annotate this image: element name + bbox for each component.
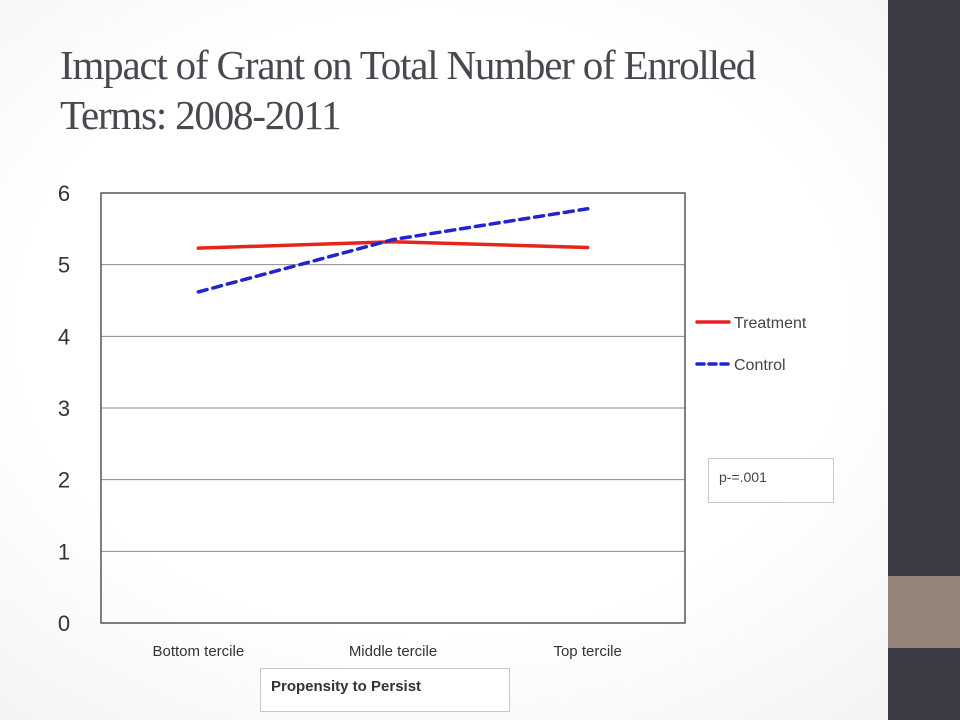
y-tick-label: 6 [58,181,70,206]
y-tick-label: 0 [58,611,70,636]
x-tick-label: Bottom tercile [152,643,244,660]
x-tick-label: Middle tercile [349,643,437,660]
y-tick-label: 4 [58,324,70,349]
series-line-control [196,207,590,294]
legend-label-treatment: Treatment [734,315,807,332]
y-tick-label: 1 [58,539,70,564]
p-value-annotation: p-=.001 [708,458,834,503]
x-axis-title: Propensity to Persist [260,668,510,712]
y-tick-label: 3 [58,396,70,421]
y-tick-label: 2 [58,468,70,493]
y-tick-label: 5 [58,253,70,278]
legend-label-control: Control [734,357,786,374]
series-line-treatment [196,239,590,250]
side-bar-accent [888,576,960,648]
x-tick-label: Top tercile [553,643,621,660]
plot-area-frame [100,192,686,624]
slide-title: Impact of Grant on Total Number of Enrol… [60,42,756,138]
